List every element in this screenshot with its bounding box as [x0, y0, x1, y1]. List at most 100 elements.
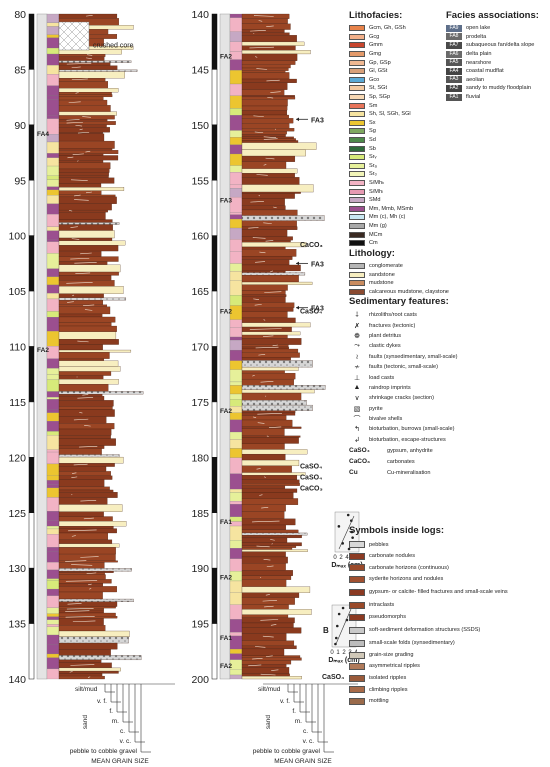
lithology-bed — [241, 82, 288, 90]
lithology-speckle — [72, 153, 84, 155]
lithofacies-band — [46, 141, 60, 154]
lithology-bed — [58, 526, 114, 529]
inset-data-point — [350, 530, 354, 534]
lithology-swatch — [349, 280, 365, 287]
lithofacies-band — [229, 669, 243, 676]
lithofacies-band — [46, 431, 60, 436]
lithofacies-band — [229, 218, 243, 229]
lithofacies-band — [46, 13, 60, 23]
lithology-bed — [58, 264, 121, 273]
depth-scale-segment — [28, 623, 35, 680]
facies-label: coastal mudflat — [466, 68, 504, 75]
lithology-bed — [241, 437, 299, 444]
lithology-bed — [241, 627, 302, 634]
facies-item: FA6 delta plain — [446, 50, 548, 59]
lithofacies-band — [229, 492, 243, 502]
depth-scale-segment — [28, 124, 35, 181]
lithofacies-band — [229, 251, 243, 264]
grain-size-label: pebble to cobble gravel — [253, 748, 321, 755]
lithology-bed — [241, 249, 297, 257]
lithology-speckle — [70, 179, 88, 181]
lithology-bed — [241, 13, 290, 19]
lithology-bed — [241, 443, 285, 450]
depth-tick-label: 85 — [14, 64, 26, 76]
symbols-title: Symbols inside logs: — [349, 525, 445, 536]
facies-association-label: FA2 — [220, 308, 232, 315]
lithofacies-band — [229, 369, 243, 383]
lithology-bed — [241, 551, 286, 558]
facies-code: FA2 — [446, 84, 462, 92]
facies-item: FA3 aeolian — [446, 76, 548, 85]
lithofacies-item: Mm (g) — [349, 222, 454, 231]
grain-size-label: m. — [295, 718, 302, 725]
symbol-label: small-scale folds (synsedimentary) — [369, 640, 455, 647]
lithology-bed — [241, 53, 298, 61]
lithology-bed — [58, 655, 142, 661]
depth-tick-label: 110 — [9, 342, 26, 354]
lithology-bed — [58, 598, 134, 602]
lithology-bed — [241, 479, 300, 484]
lithology-bed — [58, 612, 116, 617]
symbol-item: carbonate nodules — [349, 551, 544, 563]
sedimentary-item: ↰ bioturbation, burrows (small-scale) — [349, 424, 544, 434]
lithofacies-label: Sp, SGp — [369, 94, 391, 101]
lithofacies-band — [46, 99, 60, 116]
lithology-bed — [58, 162, 111, 170]
lithofacies-band — [229, 473, 243, 490]
inset-data-point — [347, 547, 351, 551]
lithofacies-band — [229, 153, 243, 166]
sedimentary-item: ▧ pyrite — [349, 404, 544, 414]
lithology-speckle — [74, 194, 81, 197]
inset-tick-label: 2 — [339, 555, 343, 561]
lithology-speckle — [252, 237, 266, 239]
lithofacies-band — [46, 484, 60, 489]
lithofacies-label: Sd — [369, 137, 376, 144]
lithofacies-band — [46, 569, 60, 579]
lithology-bed — [58, 293, 104, 298]
lithology-bed — [241, 140, 299, 143]
sedimentary-item: ∨ shrinkage cracks (section) — [349, 393, 544, 403]
sedimentary-item: ❁ plant detritus — [349, 331, 544, 341]
symbol-label: soft-sediment deformation structures (SS… — [369, 627, 481, 634]
lithology-speckle — [264, 476, 266, 478]
lithology-speckle — [266, 79, 280, 82]
lithology-speckle — [263, 222, 272, 224]
symbols-list: pebbles carbonate nodules carbonate horizo… — [349, 539, 544, 707]
lithology-speckle — [85, 150, 91, 153]
facies-association-label: FA2 — [220, 663, 232, 670]
lithofacies-item: Sp, SGp — [349, 93, 454, 102]
lithology-bed — [241, 294, 287, 297]
symbol-label: carbonate horizons (continuous) — [369, 564, 449, 571]
lithology-bed — [58, 325, 117, 332]
lithofacies-item: Srᵥ — [349, 153, 454, 162]
lithology-bed — [58, 60, 132, 63]
lithology-speckle — [75, 92, 79, 94]
depth-tick-label: 170 — [191, 342, 209, 354]
lithology-speckle — [263, 335, 274, 337]
lithology-bed — [241, 400, 307, 406]
symbol-label: gypsum- or calcite- filled fractures and… — [369, 589, 508, 596]
lithology-bed — [58, 71, 125, 79]
lithology-bed — [58, 237, 113, 241]
lithology-item: mudstone — [349, 279, 544, 288]
lithofacies-band — [229, 653, 243, 660]
lithofacies-label: Mm (c), Mh (c) — [369, 214, 406, 221]
lithofacies-band — [46, 399, 60, 410]
lithofacies-item: S/Mhₕ — [349, 179, 454, 188]
lithofacies-band — [46, 238, 60, 242]
lithofacies-item: Gmg — [349, 50, 454, 59]
lithology-bed — [58, 574, 106, 580]
lithology-speckle — [75, 124, 83, 127]
lithology-bed — [58, 96, 104, 101]
lithofacies-band — [46, 534, 60, 548]
log-2: 140145150155160165170175180185190195200F… — [191, 9, 362, 686]
lithofacies-band — [229, 580, 243, 593]
lithofacies-band — [229, 349, 243, 361]
lithofacies-band — [229, 336, 243, 341]
lithofacies-item: Gcm, Gh, GSh — [349, 24, 454, 33]
sedimentary-icon: ❁ — [354, 332, 360, 340]
lithology-speckle — [71, 564, 93, 566]
lithology-speckle — [255, 346, 279, 349]
lithology-speckle — [71, 238, 80, 240]
lithofacies-band — [229, 165, 243, 173]
